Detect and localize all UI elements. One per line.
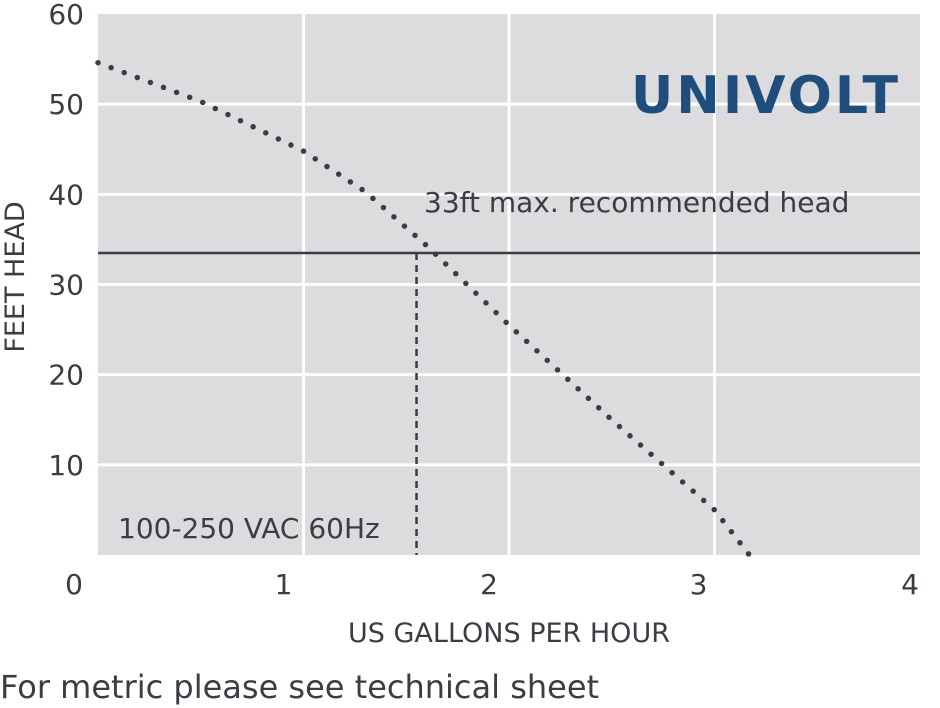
x-tick-label: 3	[690, 568, 708, 601]
y-tick-label: 30	[48, 269, 84, 302]
y-tick-label: 20	[48, 359, 84, 392]
reference-lines	[98, 251, 920, 555]
metric-footnote: For metric please see technical sheet	[0, 668, 600, 706]
gridlines	[98, 14, 920, 555]
y-tick-labels: 10 20 30 40 50 60	[48, 0, 84, 482]
univolt-logo-text: UNIVOLT	[631, 66, 901, 126]
x-tick-label: 1	[275, 568, 293, 601]
x-tick-labels: 0 1 2 3 4	[65, 568, 919, 601]
y-axis-title: FEET HEAD	[0, 201, 31, 352]
voltage-annotation: 100-250 VAC 60Hz	[118, 512, 380, 545]
univolt-logo: UNIVOLT	[631, 66, 901, 126]
x-tick-label: 4	[901, 568, 919, 601]
x-axis-title: US GALLONS PER HOUR	[348, 618, 670, 649]
performance-curve	[95, 59, 753, 558]
series-line-0	[95, 59, 753, 558]
x-tick-label: 2	[480, 568, 498, 601]
x-tick-label: 0	[65, 568, 83, 601]
y-tick-label: 10	[48, 449, 84, 482]
y-tick-label: 60	[48, 0, 84, 31]
y-tick-label: 50	[48, 88, 84, 121]
ref-line-label: 33ft max. recommended head	[424, 186, 849, 219]
y-tick-label: 40	[48, 178, 84, 211]
